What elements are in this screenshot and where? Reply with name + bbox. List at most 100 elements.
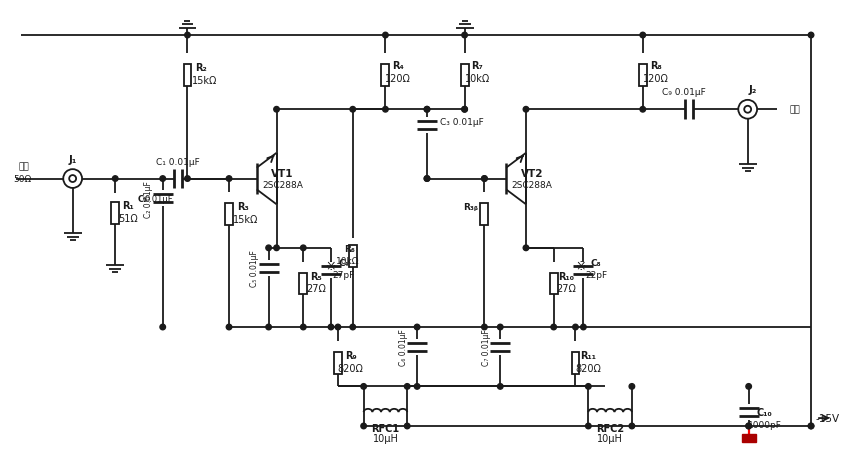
Text: R₉: R₉ xyxy=(345,350,357,360)
Text: VT2: VT2 xyxy=(521,168,544,178)
Text: 输入: 输入 xyxy=(19,162,30,171)
Circle shape xyxy=(497,325,503,330)
Circle shape xyxy=(350,107,355,113)
Circle shape xyxy=(523,245,528,251)
Circle shape xyxy=(404,384,410,389)
Circle shape xyxy=(328,325,333,330)
Text: 51Ω: 51Ω xyxy=(118,213,138,224)
Text: C₇ 0.01μF: C₇ 0.01μF xyxy=(482,329,491,365)
Circle shape xyxy=(581,325,586,330)
Circle shape xyxy=(361,384,366,389)
Bar xyxy=(225,204,233,225)
Text: C₉ 0.01μF: C₉ 0.01μF xyxy=(663,88,706,97)
Text: -15V: -15V xyxy=(816,413,840,423)
Circle shape xyxy=(523,107,528,113)
Circle shape xyxy=(425,176,430,182)
Text: 120Ω: 120Ω xyxy=(386,74,411,83)
Text: 120Ω: 120Ω xyxy=(642,74,668,83)
Text: ※: ※ xyxy=(326,260,336,273)
Circle shape xyxy=(160,176,165,182)
Text: 2SC288A: 2SC288A xyxy=(511,181,552,189)
Circle shape xyxy=(425,107,430,113)
Bar xyxy=(381,64,389,86)
Circle shape xyxy=(160,325,165,330)
Text: 820Ω: 820Ω xyxy=(576,363,601,373)
Text: C₁ 0.01μF: C₁ 0.01μF xyxy=(155,158,199,167)
Circle shape xyxy=(809,33,814,39)
Bar xyxy=(549,273,558,295)
Circle shape xyxy=(629,384,635,389)
Bar xyxy=(742,434,755,442)
Bar xyxy=(639,64,647,86)
Text: R₃: R₃ xyxy=(237,202,249,212)
Text: 2SC288A: 2SC288A xyxy=(262,181,303,189)
Text: 输出: 输出 xyxy=(790,106,801,114)
Circle shape xyxy=(629,423,635,429)
Circle shape xyxy=(640,33,646,39)
Circle shape xyxy=(640,107,646,113)
Bar xyxy=(480,204,489,225)
Text: C₆ 0.01μF: C₆ 0.01μF xyxy=(398,329,408,365)
Text: 15kΩ: 15kΩ xyxy=(192,75,217,85)
Text: C₃ 0.01μF: C₃ 0.01μF xyxy=(440,118,484,126)
Text: 10kΩ: 10kΩ xyxy=(336,257,360,266)
Text: RFC2: RFC2 xyxy=(596,423,625,433)
Text: C₅ 0.01μF: C₅ 0.01μF xyxy=(251,250,259,287)
Bar xyxy=(461,64,468,86)
Text: 15kΩ: 15kΩ xyxy=(233,215,258,225)
Text: R₇: R₇ xyxy=(472,61,484,70)
Text: VT1: VT1 xyxy=(271,168,294,178)
Circle shape xyxy=(746,384,751,389)
Bar xyxy=(183,64,192,86)
Circle shape xyxy=(112,176,118,182)
Circle shape xyxy=(746,423,751,429)
Text: C₈: C₈ xyxy=(591,259,602,268)
Text: R₃ᵦ: R₃ᵦ xyxy=(463,202,478,211)
Text: ※: ※ xyxy=(576,260,587,273)
Text: 27pF: 27pF xyxy=(333,270,355,280)
Text: R₄: R₄ xyxy=(392,61,404,70)
Circle shape xyxy=(497,384,503,389)
Text: 0.01μF: 0.01μF xyxy=(145,194,174,203)
Text: 10μH: 10μH xyxy=(372,433,398,443)
Bar xyxy=(300,273,307,295)
Circle shape xyxy=(404,423,410,429)
Text: 27Ω: 27Ω xyxy=(556,284,576,294)
Circle shape xyxy=(266,245,272,251)
Text: R₂: R₂ xyxy=(196,63,207,73)
Text: RFC1: RFC1 xyxy=(371,423,399,433)
Circle shape xyxy=(414,325,419,330)
Circle shape xyxy=(273,245,279,251)
Text: R₈: R₈ xyxy=(650,61,662,70)
Text: 1000pF: 1000pF xyxy=(748,419,782,429)
Circle shape xyxy=(746,423,751,429)
Circle shape xyxy=(300,325,306,330)
Circle shape xyxy=(425,107,430,113)
Circle shape xyxy=(414,384,419,389)
Circle shape xyxy=(226,176,232,182)
Circle shape xyxy=(185,33,190,39)
Bar xyxy=(571,352,580,374)
Circle shape xyxy=(462,33,468,39)
Circle shape xyxy=(335,325,341,330)
Text: R₁: R₁ xyxy=(122,201,134,211)
Text: 820Ω: 820Ω xyxy=(338,363,364,373)
Text: R₁₀: R₁₀ xyxy=(559,271,575,281)
Circle shape xyxy=(462,107,468,113)
Bar xyxy=(334,352,342,374)
Circle shape xyxy=(482,325,487,330)
Circle shape xyxy=(809,423,814,429)
Circle shape xyxy=(300,245,306,251)
Circle shape xyxy=(226,325,232,330)
Text: 50Ω: 50Ω xyxy=(13,175,31,184)
Circle shape xyxy=(482,176,487,182)
Circle shape xyxy=(266,325,272,330)
Text: 22pF: 22pF xyxy=(585,270,608,280)
Circle shape xyxy=(185,176,190,182)
Text: R₅: R₅ xyxy=(311,271,322,281)
Text: C₁₀: C₁₀ xyxy=(756,407,772,417)
Text: J₂: J₂ xyxy=(749,85,757,95)
Circle shape xyxy=(273,107,279,113)
Bar xyxy=(111,203,119,225)
Text: R₁₁: R₁₁ xyxy=(581,350,597,360)
